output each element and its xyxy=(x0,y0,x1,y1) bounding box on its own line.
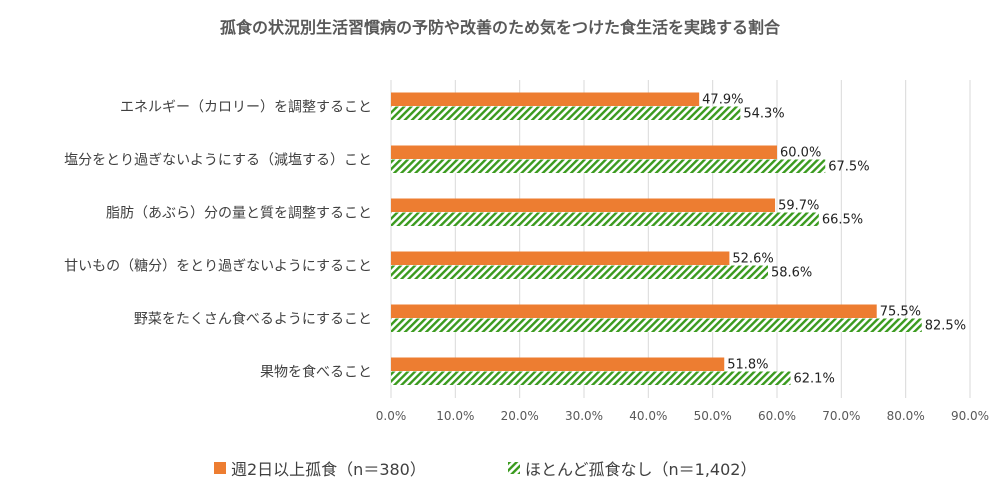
x-tick-label: 0.0% xyxy=(376,409,407,423)
category-label: 果物を食べること xyxy=(260,364,372,381)
x-tick-label: 80.0% xyxy=(887,409,925,423)
legend-swatch-striped xyxy=(508,462,520,474)
data-label: 60.0% xyxy=(780,146,821,161)
category-label: 甘いもの（糖分）をとり過ぎないようにすること xyxy=(64,259,372,275)
bar xyxy=(391,212,819,226)
category-label: 野菜をたくさん食べるようにすること xyxy=(134,311,372,328)
data-label: 67.5% xyxy=(828,160,869,175)
data-label: 62.1% xyxy=(794,372,835,387)
data-label: 66.5% xyxy=(822,213,863,228)
x-tick-label: 60.0% xyxy=(758,409,796,423)
chart-title: 孤食の状況別生活習慣病の予防や改善のため気をつけた食生活を実践する割合 xyxy=(219,18,780,37)
x-tick-label: 20.0% xyxy=(501,409,539,423)
bar xyxy=(391,145,777,159)
x-tick-label: 70.0% xyxy=(822,409,860,423)
bar xyxy=(391,318,922,332)
legend-label: ほとんど孤食なし（n＝1,402） xyxy=(525,460,757,479)
legend-swatch-orange xyxy=(214,462,226,474)
x-tick-label: 10.0% xyxy=(436,409,474,423)
legend-label: 週2日以上孤食（n＝380） xyxy=(231,460,426,479)
x-tick-label: 90.0% xyxy=(951,409,989,423)
bar xyxy=(391,198,776,212)
data-label: 59.7% xyxy=(778,199,819,214)
data-label: 52.6% xyxy=(732,252,773,267)
bar xyxy=(391,265,768,279)
legend-item-series-1: 週2日以上孤食（n＝380） xyxy=(214,456,426,480)
bar xyxy=(391,371,791,385)
data-label: 75.5% xyxy=(880,305,921,320)
data-label: 82.5% xyxy=(925,319,966,334)
legend-item-series-2: ほとんど孤食なし（n＝1,402） xyxy=(508,456,756,480)
bar xyxy=(391,251,730,265)
data-label: 54.3% xyxy=(743,107,784,122)
x-tick-label: 40.0% xyxy=(629,409,667,423)
bar xyxy=(391,106,741,120)
data-label: 51.8% xyxy=(727,358,768,373)
x-tick-label: 50.0% xyxy=(694,409,732,423)
bar xyxy=(391,304,877,318)
x-tick-label: 30.0% xyxy=(565,409,603,423)
bar xyxy=(391,159,826,173)
category-label: 塩分をとり過ぎないようにする（減塩する）こと xyxy=(64,152,372,169)
bar xyxy=(391,357,725,371)
data-label: 47.9% xyxy=(702,93,743,108)
bar xyxy=(391,92,700,106)
data-label: 58.6% xyxy=(771,266,812,281)
category-label: 脂肪（あぶら）分の量と質を調整すること xyxy=(106,206,372,222)
category-label: エネルギー（カロリー）を調整すること xyxy=(120,100,372,116)
